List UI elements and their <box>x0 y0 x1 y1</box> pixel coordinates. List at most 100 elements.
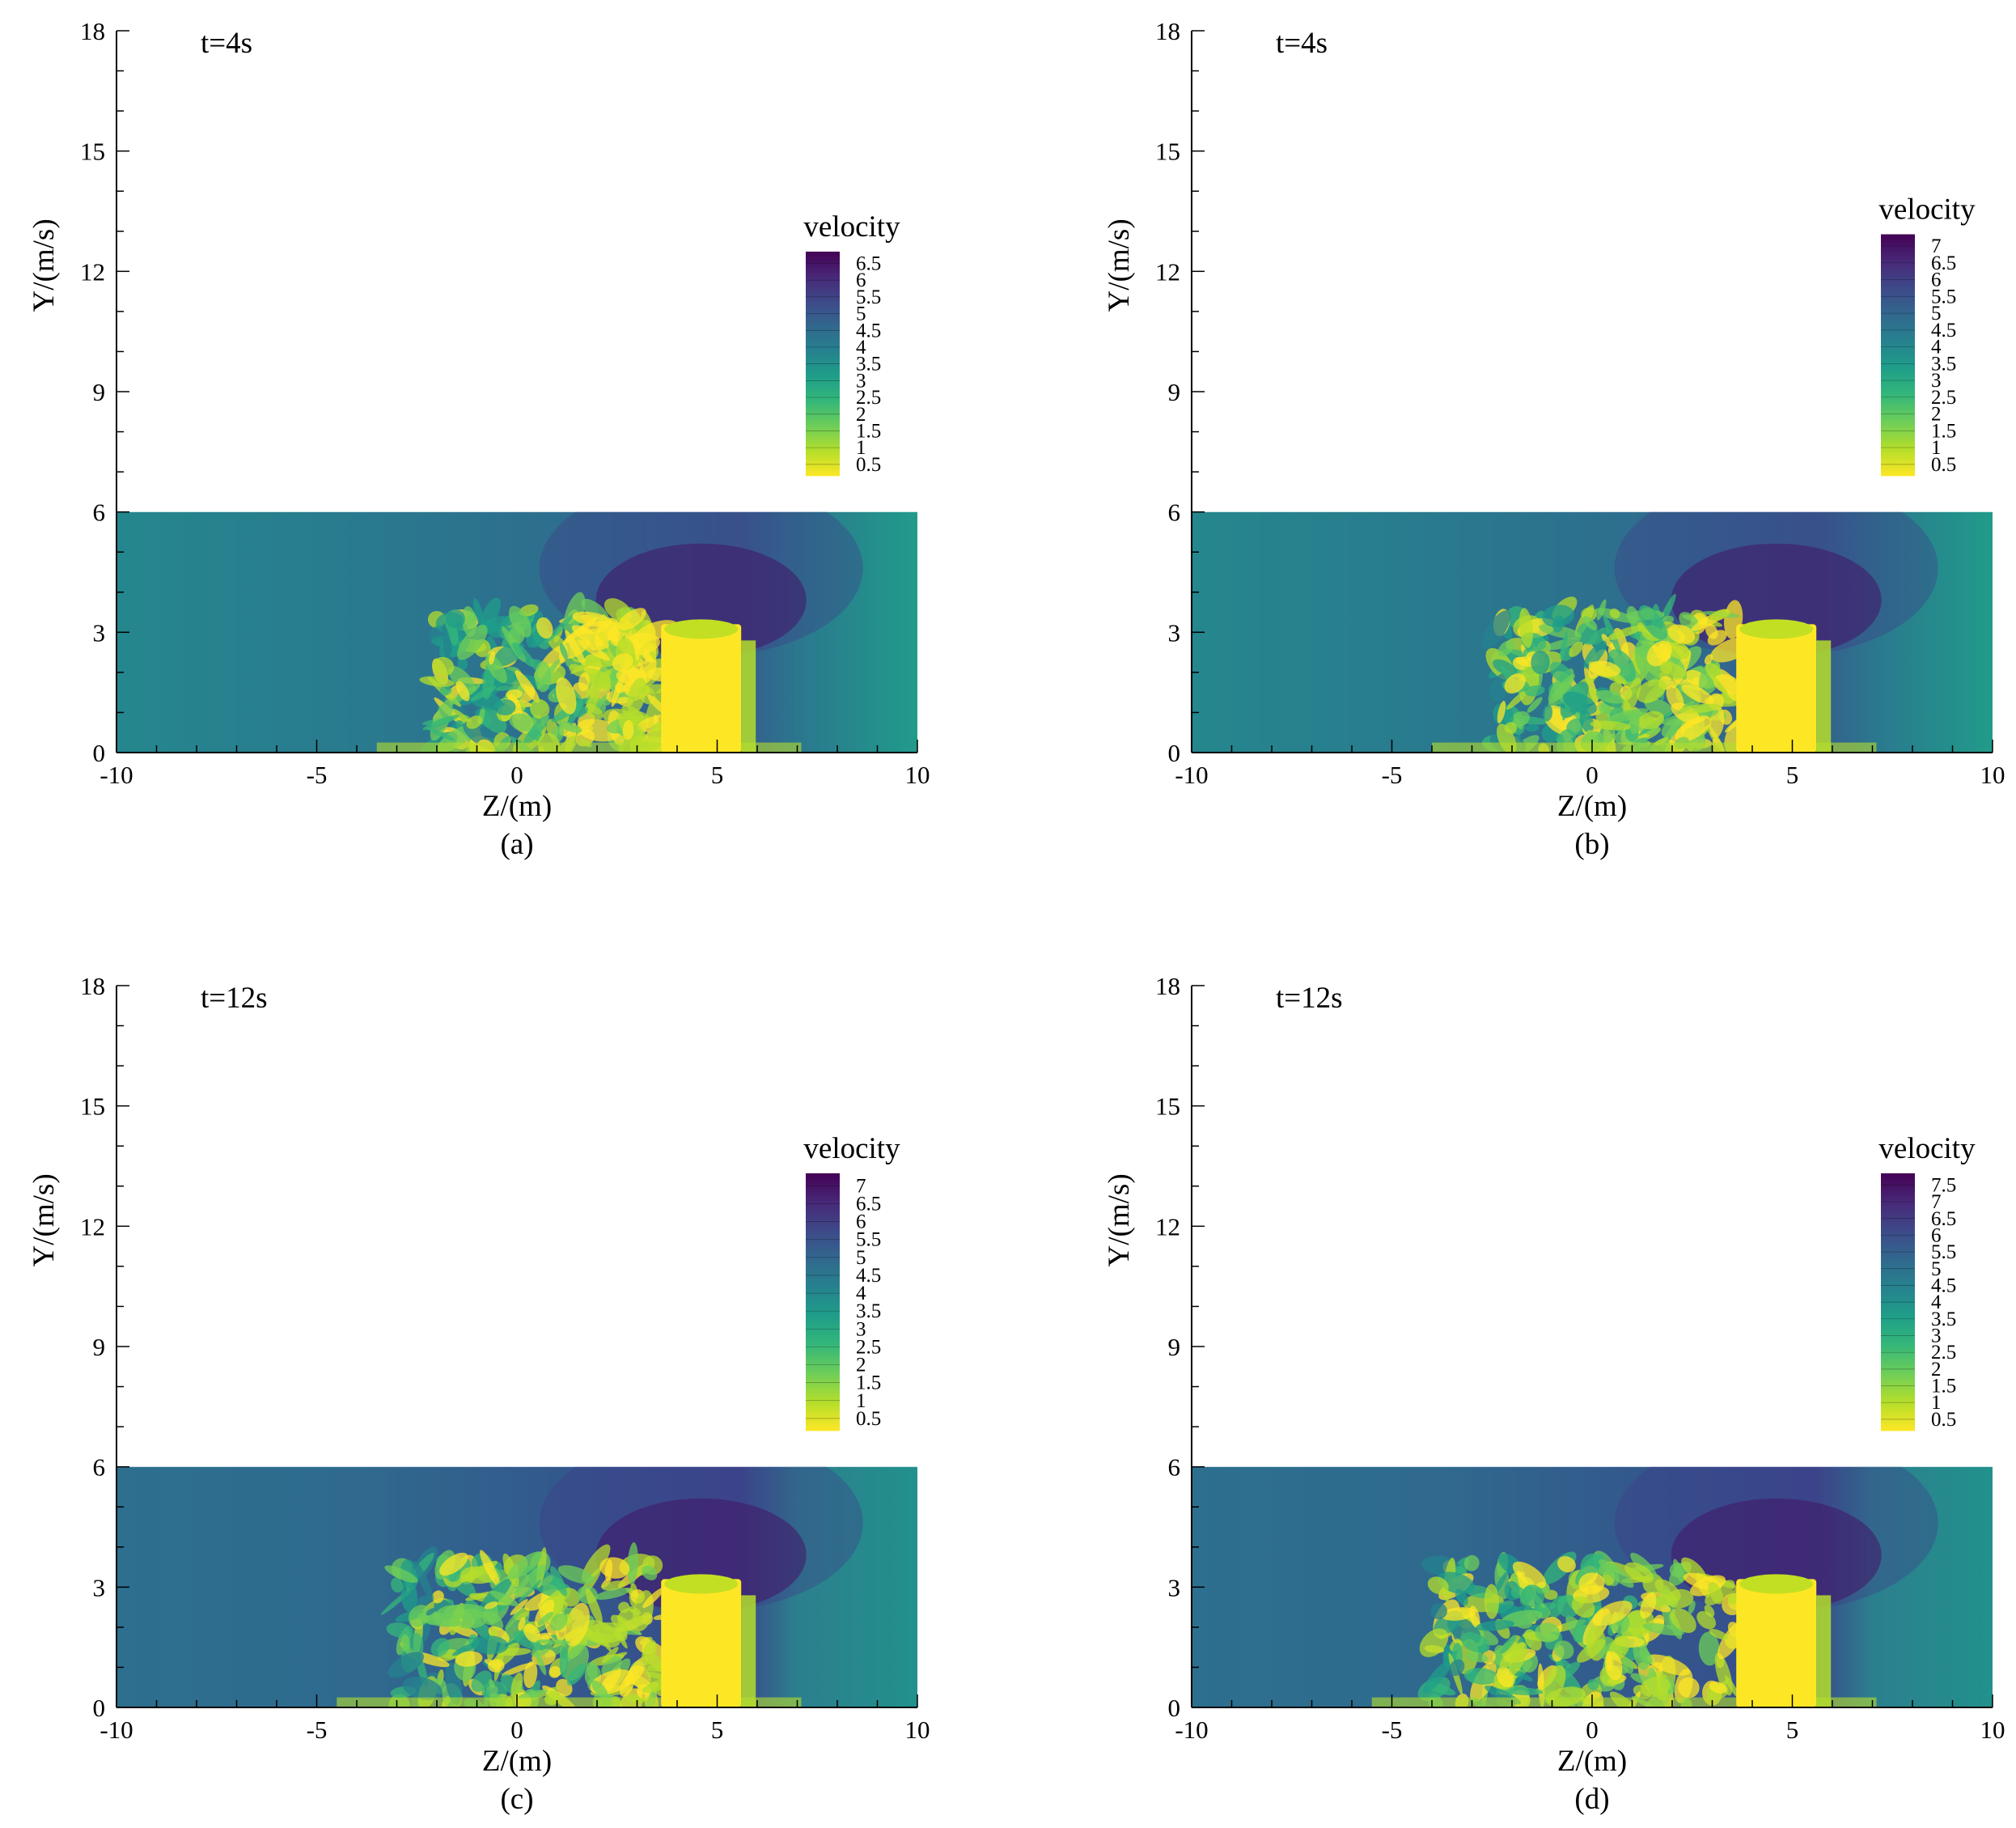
colorbar-tick-label: 2.5 <box>1931 1342 1956 1364</box>
velocity-peak <box>1671 543 1882 657</box>
velocity-field <box>1192 511 1993 753</box>
obstacle-shear-layer <box>1816 1595 1832 1707</box>
obstacle-body <box>661 1579 742 1707</box>
colorbar: velocity 0.511.522.533.544.555.566.57 <box>803 1132 900 1431</box>
colorbar-ramp <box>1881 234 1915 477</box>
x-axis-title: Z/(m) <box>1557 790 1627 823</box>
panel-label: (a) <box>500 828 533 861</box>
obstacle-body <box>661 624 742 753</box>
x-tick-label: 10 <box>905 761 930 789</box>
colorbar-tick-label: 6.5 <box>856 1194 881 1215</box>
colorbar-tick-label: 5 <box>1931 1258 1942 1280</box>
colorbar-tick-label: 6 <box>1931 269 1942 291</box>
colorbar-tick-label: 0.5 <box>1931 454 1956 476</box>
x-tick-label: -10 <box>100 761 133 789</box>
obstacle-top <box>664 619 739 639</box>
time-label: t=4s <box>201 27 252 60</box>
velocity-field <box>116 1466 917 1707</box>
y-tick-label: 3 <box>93 1573 106 1601</box>
colorbar-tick-label: 5 <box>856 1247 866 1269</box>
colorbar-tick-label: 3 <box>1931 1325 1942 1347</box>
x-tick-label: 5 <box>1786 1716 1799 1744</box>
x-tick-label: 5 <box>711 761 724 789</box>
velocity-field <box>1192 1466 1993 1707</box>
y-tick-label: 9 <box>93 378 106 406</box>
colorbar-ramp <box>806 251 840 477</box>
colorbar-tick-label: 2.5 <box>856 1336 881 1358</box>
velocity-field <box>116 511 917 753</box>
colorbar: velocity 0.511.522.533.544.555.566.577.5 <box>1878 1132 1976 1431</box>
obstacle-body <box>1736 1579 1817 1707</box>
colorbar-tick-label: 4 <box>856 1283 866 1304</box>
colorbar-tick-label: 7 <box>1931 235 1942 257</box>
obstacle-shear-layer <box>741 1595 756 1707</box>
y-tick-label: 9 <box>1168 378 1181 406</box>
colorbar: velocity 0.511.522.533.544.555.566.5 <box>803 210 900 477</box>
y-tick-label: 6 <box>93 498 106 527</box>
obstacle-shear-layer <box>1816 640 1832 753</box>
colorbar-tick-label: 4 <box>1931 337 1942 358</box>
x-tick-label: -10 <box>100 1716 133 1744</box>
y-tick-label: 15 <box>80 1092 105 1121</box>
panel-label: (b) <box>1574 828 1609 861</box>
colorbar-tick-label: 2 <box>856 1355 866 1376</box>
colorbar-tick-label: 0.5 <box>1931 1409 1956 1431</box>
y-tick-label: 0 <box>93 1694 106 1722</box>
colorbar-tick-label: 5 <box>1931 303 1942 324</box>
panel-label: (d) <box>1574 1783 1609 1816</box>
x-tick-label: -10 <box>1175 761 1208 789</box>
colorbar-tick-label: 1 <box>1931 1392 1942 1414</box>
wake-region <box>418 592 678 753</box>
colorbar-tick-label: 2 <box>1931 404 1942 426</box>
x-axis-title: Z/(m) <box>1557 1745 1627 1778</box>
colorbar-tick-label: 2.5 <box>856 387 881 409</box>
x-tick-label: 5 <box>711 1716 724 1744</box>
colorbar-tick-label: 4.5 <box>856 320 881 341</box>
time-label: t=12s <box>201 982 268 1015</box>
colorbar-tick-label: 6.5 <box>1931 1208 1956 1230</box>
colorbar-tick-label: 7 <box>856 1175 866 1197</box>
obstacle-top <box>664 1574 739 1594</box>
time-label: t=4s <box>1276 27 1328 60</box>
colorbar-title: velocity <box>1878 1132 1976 1165</box>
colorbar-title: velocity <box>803 1132 900 1165</box>
y-tick-label: 3 <box>93 618 106 647</box>
colorbar-tick-label: 3.5 <box>856 354 881 375</box>
colorbar-tick-label: 0.5 <box>856 1408 881 1430</box>
y-tick-label: 15 <box>1155 1092 1180 1121</box>
y-tick-label: 9 <box>1168 1333 1181 1361</box>
colorbar-tick-label: 6 <box>856 1211 866 1233</box>
y-tick-label: 15 <box>80 138 105 166</box>
colorbar-tick-label: 5.5 <box>1931 1241 1956 1263</box>
y-tick-label: 3 <box>1168 618 1181 647</box>
colorbar-tick-label: 5.5 <box>856 1229 881 1251</box>
y-tick-label: 3 <box>1168 1573 1181 1601</box>
x-tick-label: 10 <box>1980 1716 2005 1744</box>
x-tick-label: -5 <box>1382 761 1403 789</box>
x-tick-label: 0 <box>1586 761 1599 789</box>
y-tick-label: 18 <box>1155 17 1180 45</box>
colorbar-title: velocity <box>1878 193 1976 227</box>
y-axis-title: Y/(m/s) <box>28 218 61 312</box>
colorbar-tick-label: 3.5 <box>1931 353 1956 375</box>
x-tick-label: 5 <box>1786 761 1799 789</box>
colorbar-ramp <box>806 1173 840 1431</box>
time-label: t=12s <box>1276 982 1343 1015</box>
y-tick-label: 6 <box>1168 498 1181 527</box>
obstacle-top <box>1739 619 1814 639</box>
colorbar-tick-label: 0.5 <box>856 454 881 476</box>
colorbar-tick-label: 3 <box>856 1318 866 1340</box>
colorbar-tick-label: 1 <box>1931 437 1942 459</box>
colorbar: velocity 0.511.522.533.544.555.566.57 <box>1878 193 1976 477</box>
colorbar-tick-label: 4.5 <box>1931 320 1956 341</box>
colorbar-tick-label: 6 <box>1931 1224 1942 1246</box>
y-tick-label: 12 <box>1155 257 1180 286</box>
colorbar-tick-label: 5.5 <box>856 286 881 308</box>
colorbar-tick-label: 1.5 <box>1931 420 1956 442</box>
